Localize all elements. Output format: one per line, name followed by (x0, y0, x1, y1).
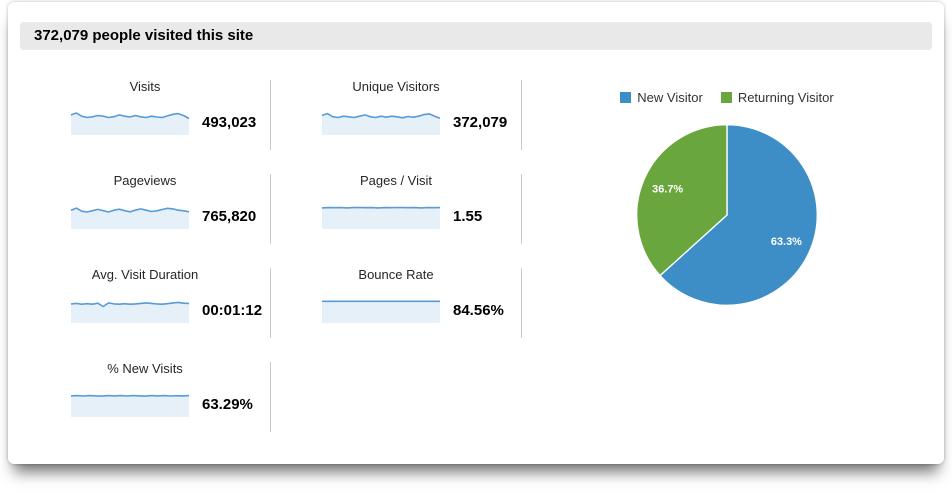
metric-bounce-rate[interactable]: Bounce Rate 84.56% (271, 268, 522, 338)
sparkline-fill (71, 208, 189, 229)
metric-label: Pages / Visit (359, 173, 433, 188)
page-title-text: 372,079 people visited this site (34, 27, 254, 44)
metric-value: 372,079 (453, 114, 508, 131)
metric-value: 1.55 (453, 208, 483, 225)
sparkline-fill (71, 302, 189, 323)
metrics-grid: Visits 493,023 Unique Visitors 372,079 P… (20, 80, 522, 432)
sparkline-fill (322, 113, 440, 135)
legend-label: New Visitor (637, 90, 703, 105)
metric-label: % New Visits (107, 361, 183, 376)
metric-value: 765,820 (202, 208, 257, 225)
sparkline-chart (321, 206, 441, 229)
metric-value: 00:01:12 (202, 302, 263, 319)
metric-value: 63.29% (202, 396, 253, 413)
page-title: 372,079 people visited this site (20, 22, 932, 50)
metric-value: 493,023 (202, 114, 257, 131)
legend-swatch-returning-visitor (720, 92, 732, 103)
sparkline-chart (70, 394, 190, 417)
pie-slice-new-visitor[interactable] (659, 124, 818, 306)
sparkline-line (70, 301, 190, 308)
metric-unique-visitors[interactable]: Unique Visitors 372,079 (271, 80, 522, 150)
sparkline-chart (70, 207, 190, 229)
legend-item-returning-visitor[interactable]: Returning Visitor (720, 90, 834, 105)
sparkline-line (70, 207, 190, 213)
pie-slice-returning-visitor[interactable] (636, 124, 728, 277)
legend-label: Returning Visitor (737, 90, 834, 105)
visitor-type-pie-chart[interactable]: 63.3% 36.7% (632, 120, 822, 310)
metric-label: Unique Visitors (352, 79, 440, 94)
sparkline-chart (70, 112, 190, 135)
visitor-type-panel: New Visitor Returning Visitor 63.3% 36.7% (522, 90, 932, 432)
metric-pageviews[interactable]: Pageviews 765,820 (20, 174, 271, 244)
sparkline-chart (321, 112, 441, 135)
metric-new-visits-pct[interactable]: % New Visits 63.29% (20, 362, 271, 432)
sparkline-chart (322, 300, 440, 323)
metric-cell-empty (271, 362, 522, 432)
sparkline-fill (71, 113, 189, 135)
sparkline-chart (70, 301, 190, 323)
metric-value: 84.56% (453, 302, 504, 319)
legend-item-new-visitor[interactable]: New Visitor (620, 90, 703, 105)
sparkline-line (321, 112, 441, 120)
dashboard-card: 372,079 people visited this site Visits … (8, 2, 944, 464)
metric-avg-visit-duration[interactable]: Avg. Visit Duration 00:01:12 (20, 268, 271, 338)
metric-pages-per-visit[interactable]: Pages / Visit 1.55 (271, 174, 522, 244)
sparkline-fill (71, 395, 189, 417)
pie-slice-label: 63.3% (771, 236, 802, 248)
metric-label: Avg. Visit Duration (91, 267, 199, 282)
pie-slice-label: 36.7% (652, 183, 683, 195)
legend-swatch-new-visitor (620, 92, 632, 103)
metric-label: Bounce Rate (358, 267, 434, 282)
dashboard-content: Visits 493,023 Unique Visitors 372,079 P… (20, 80, 932, 432)
sparkline-fill (322, 207, 440, 229)
metric-label: Pageviews (113, 173, 177, 188)
metric-label: Visits (129, 79, 161, 94)
sparkline-fill (322, 301, 440, 323)
metric-visits[interactable]: Visits 493,023 (20, 80, 271, 150)
sparkline-line (70, 112, 190, 120)
pie-legend: New Visitor Returning Visitor (620, 90, 834, 105)
sparkline-line (70, 394, 190, 397)
